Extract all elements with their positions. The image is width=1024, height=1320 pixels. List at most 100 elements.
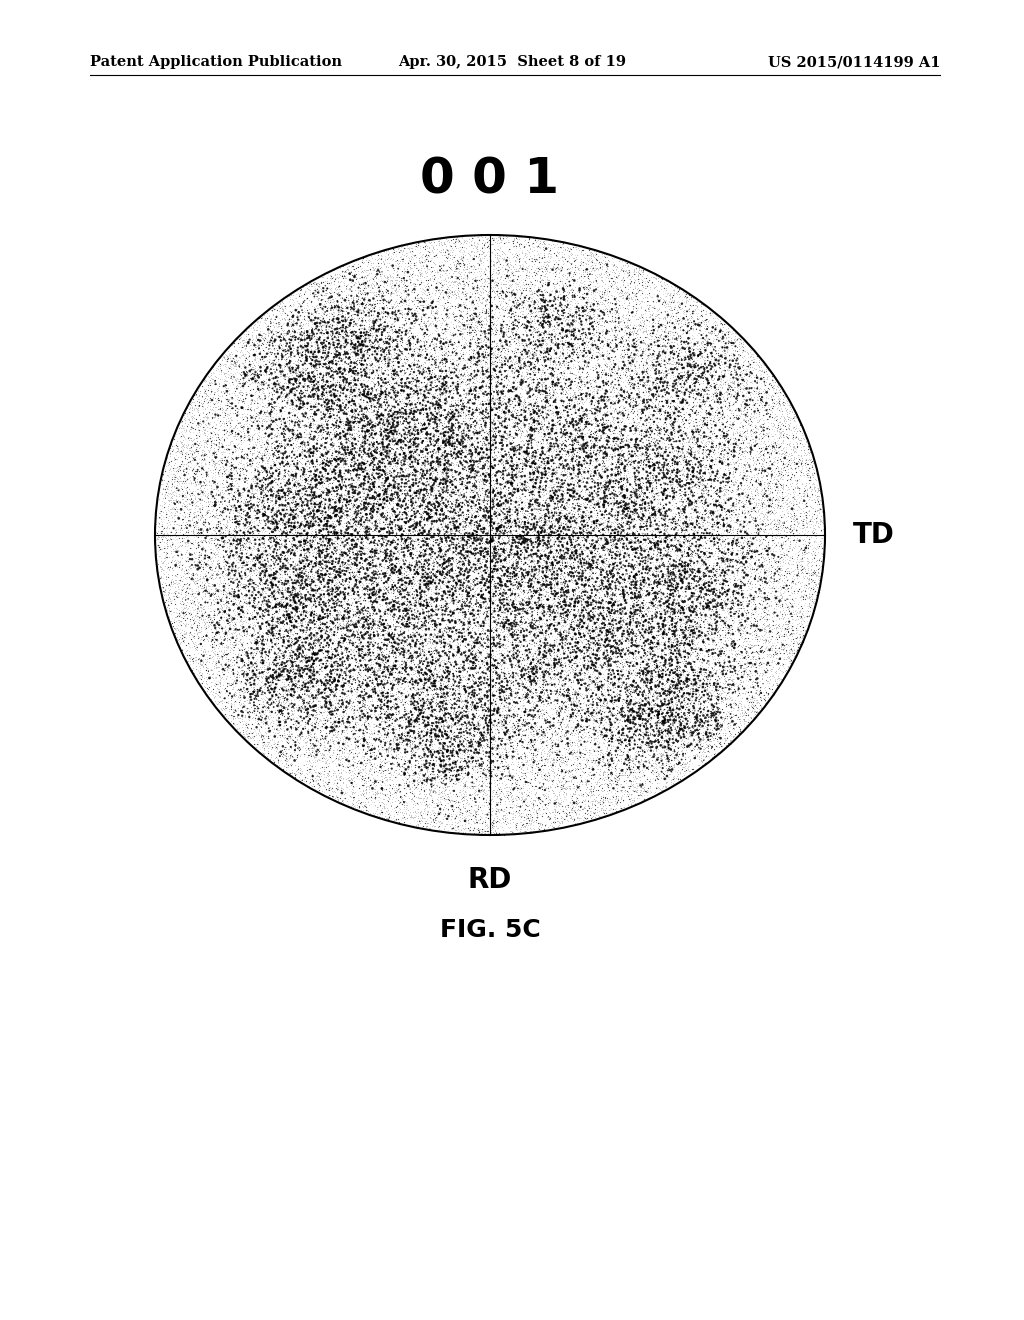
Point bbox=[609, 737, 626, 758]
Point bbox=[512, 636, 528, 657]
Point bbox=[620, 540, 636, 561]
Point bbox=[629, 587, 645, 609]
Point bbox=[260, 319, 276, 341]
Point bbox=[695, 355, 712, 376]
Point bbox=[196, 482, 212, 503]
Point bbox=[713, 676, 729, 697]
Point bbox=[301, 513, 317, 535]
Point bbox=[627, 678, 643, 700]
Point bbox=[600, 675, 616, 696]
Point bbox=[667, 607, 683, 628]
Point bbox=[575, 647, 592, 668]
Point bbox=[671, 426, 687, 447]
Point bbox=[326, 772, 342, 793]
Point bbox=[378, 411, 394, 432]
Point bbox=[598, 517, 614, 539]
Point bbox=[415, 624, 431, 645]
Point bbox=[621, 339, 637, 360]
Point bbox=[409, 581, 425, 602]
Point bbox=[463, 503, 479, 524]
Point bbox=[311, 690, 328, 711]
Point bbox=[371, 586, 387, 607]
Point bbox=[499, 609, 515, 630]
Point bbox=[480, 636, 497, 657]
Point bbox=[455, 442, 471, 463]
Point bbox=[450, 389, 466, 411]
Point bbox=[633, 738, 649, 759]
Point bbox=[697, 512, 714, 533]
Point bbox=[445, 433, 462, 454]
Point bbox=[214, 499, 230, 520]
Point bbox=[543, 697, 559, 718]
Point bbox=[230, 529, 247, 550]
Point bbox=[802, 466, 818, 487]
Point bbox=[702, 500, 719, 521]
Point bbox=[305, 511, 322, 532]
Point bbox=[430, 441, 446, 462]
Point bbox=[769, 428, 785, 449]
Point bbox=[791, 487, 807, 508]
Point bbox=[364, 626, 380, 647]
Point bbox=[397, 532, 414, 553]
Point bbox=[552, 546, 568, 568]
Point bbox=[208, 494, 224, 515]
Point bbox=[255, 333, 271, 354]
Point bbox=[796, 477, 812, 498]
Point bbox=[612, 543, 629, 564]
Point bbox=[667, 414, 683, 436]
Point bbox=[653, 667, 670, 688]
Point bbox=[724, 412, 740, 433]
Point bbox=[397, 512, 414, 533]
Point bbox=[357, 543, 374, 564]
Point bbox=[639, 739, 655, 760]
Point bbox=[447, 276, 464, 297]
Point bbox=[386, 375, 402, 396]
Point bbox=[546, 504, 562, 525]
Point bbox=[408, 482, 424, 503]
Point bbox=[347, 525, 364, 546]
Point bbox=[397, 421, 414, 442]
Point bbox=[257, 395, 273, 416]
Point bbox=[526, 721, 543, 742]
Point bbox=[520, 330, 537, 351]
Point bbox=[413, 744, 429, 766]
Point bbox=[529, 322, 546, 343]
Point bbox=[507, 314, 523, 335]
Point bbox=[312, 628, 329, 649]
Point bbox=[753, 581, 769, 602]
Point bbox=[794, 520, 810, 541]
Point bbox=[438, 338, 455, 359]
Point bbox=[337, 447, 353, 469]
Point bbox=[597, 444, 613, 465]
Point bbox=[493, 440, 509, 461]
Point bbox=[414, 338, 430, 359]
Point bbox=[475, 743, 492, 764]
Point bbox=[527, 532, 544, 553]
Point bbox=[691, 455, 708, 477]
Point bbox=[640, 623, 656, 644]
Point bbox=[507, 253, 523, 275]
Point bbox=[258, 673, 274, 694]
Point bbox=[275, 611, 292, 632]
Point bbox=[302, 586, 318, 607]
Point bbox=[707, 652, 723, 673]
Point bbox=[570, 622, 587, 643]
Point bbox=[463, 700, 479, 721]
Point bbox=[462, 714, 478, 735]
Point bbox=[384, 499, 400, 520]
Point bbox=[623, 602, 639, 623]
Point bbox=[329, 558, 345, 579]
Point bbox=[334, 751, 350, 772]
Point bbox=[392, 672, 409, 693]
Point bbox=[556, 582, 572, 603]
Point bbox=[400, 655, 417, 676]
Point bbox=[358, 342, 375, 363]
Point bbox=[519, 620, 536, 642]
Point bbox=[689, 731, 706, 752]
Point bbox=[644, 755, 660, 776]
Point bbox=[611, 479, 628, 500]
Point bbox=[541, 387, 557, 408]
Point bbox=[555, 310, 571, 331]
Point bbox=[769, 659, 785, 680]
Point bbox=[498, 488, 514, 510]
